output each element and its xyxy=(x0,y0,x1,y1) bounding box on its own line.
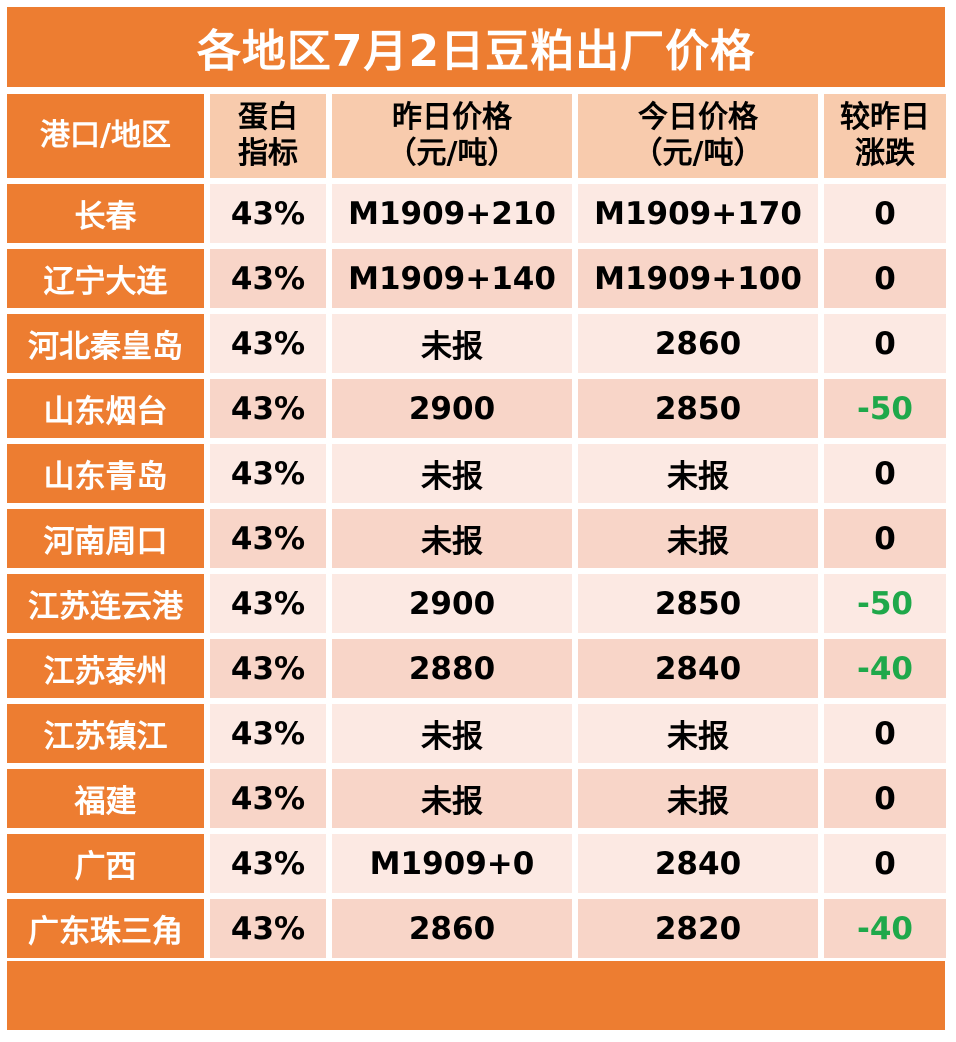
cell-change: 0 xyxy=(824,314,946,373)
cell-today-price: 未报 xyxy=(578,769,818,828)
cell-region: 江苏连云港 xyxy=(7,574,204,633)
cell-yesterday-price: 2880 xyxy=(332,639,572,698)
cell-protein: 43% xyxy=(210,899,326,958)
cell-region: 辽宁大连 xyxy=(7,249,204,308)
cell-region: 江苏泰州 xyxy=(7,639,204,698)
cell-protein: 43% xyxy=(210,444,326,503)
cell-change: -50 xyxy=(824,379,946,438)
table-row: 河北秦皇岛 43% 未报 2860 0 xyxy=(7,314,946,373)
table-header: 港口/地区 蛋白 指标 昨日价格 （元/吨） 今日价格 （元/吨） 较昨日 涨跌 xyxy=(7,94,946,178)
table-row: 江苏镇江 43% 未报 未报 0 xyxy=(7,704,946,763)
header-yesterday-line2: （元/吨） xyxy=(386,136,518,171)
cell-protein: 43% xyxy=(210,184,326,243)
cell-today-price: 未报 xyxy=(578,509,818,568)
cell-change: -40 xyxy=(824,639,946,698)
footer-bar xyxy=(7,961,945,1030)
header-protein-line2: 指标 xyxy=(238,136,298,171)
header-protein: 蛋白 指标 xyxy=(210,94,326,178)
page-title: 各地区7月2日豆粕出厂价格 xyxy=(7,7,945,87)
cell-region: 广西 xyxy=(7,834,204,893)
cell-today-price: 未报 xyxy=(578,704,818,763)
table-row: 广西 43% M1909+0 2840 0 xyxy=(7,834,946,893)
header-yesterday-price: 昨日价格 （元/吨） xyxy=(332,94,572,178)
cell-region: 山东烟台 xyxy=(7,379,204,438)
header-region: 港口/地区 xyxy=(7,94,204,178)
cell-protein: 43% xyxy=(210,704,326,763)
cell-change: 0 xyxy=(824,704,946,763)
cell-protein: 43% xyxy=(210,574,326,633)
cell-today-price: 2850 xyxy=(578,379,818,438)
cell-change: 0 xyxy=(824,184,946,243)
table-row: 山东烟台 43% 2900 2850 -50 xyxy=(7,379,946,438)
header-change-line2: 涨跌 xyxy=(855,136,915,171)
cell-yesterday-price: 2900 xyxy=(332,379,572,438)
cell-today-price: 2820 xyxy=(578,899,818,958)
cell-region: 山东青岛 xyxy=(7,444,204,503)
cell-today-price: 2850 xyxy=(578,574,818,633)
header-today-price: 今日价格 （元/吨） xyxy=(578,94,818,178)
cell-today-price: M1909+170 xyxy=(578,184,818,243)
table-row: 河南周口 43% 未报 未报 0 xyxy=(7,509,946,568)
cell-yesterday-price: M1909+140 xyxy=(332,249,572,308)
table-row: 江苏连云港 43% 2900 2850 -50 xyxy=(7,574,946,633)
cell-yesterday-price: M1909+210 xyxy=(332,184,572,243)
header-yesterday-line1: 昨日价格 xyxy=(392,100,512,135)
cell-change: 0 xyxy=(824,249,946,308)
cell-yesterday-price: 2860 xyxy=(332,899,572,958)
cell-yesterday-price: 未报 xyxy=(332,509,572,568)
cell-today-price: 未报 xyxy=(578,444,818,503)
header-today-line1: 今日价格 xyxy=(638,100,758,135)
cell-today-price: 2840 xyxy=(578,639,818,698)
cell-protein: 43% xyxy=(210,379,326,438)
cell-protein: 43% xyxy=(210,314,326,373)
table-row: 江苏泰州 43% 2880 2840 -40 xyxy=(7,639,946,698)
cell-change: 0 xyxy=(824,834,946,893)
cell-today-price: 2840 xyxy=(578,834,818,893)
table-row: 辽宁大连 43% M1909+140 M1909+100 0 xyxy=(7,249,946,308)
header-change-line1: 较昨日 xyxy=(840,100,930,135)
cell-protein: 43% xyxy=(210,834,326,893)
cell-today-price: 2860 xyxy=(578,314,818,373)
table-body: 长春 43% M1909+210 M1909+170 0 辽宁大连 43% M1909+140… xyxy=(7,184,946,964)
cell-region: 福建 xyxy=(7,769,204,828)
cell-region: 江苏镇江 xyxy=(7,704,204,763)
cell-region: 河南周口 xyxy=(7,509,204,568)
cell-protein: 43% xyxy=(210,249,326,308)
cell-protein: 43% xyxy=(210,509,326,568)
table-row: 广东珠三角 43% 2860 2820 -40 xyxy=(7,899,946,958)
cell-today-price: M1909+100 xyxy=(578,249,818,308)
cell-change: 0 xyxy=(824,509,946,568)
cell-protein: 43% xyxy=(210,769,326,828)
cell-protein: 43% xyxy=(210,639,326,698)
table-row: 福建 43% 未报 未报 0 xyxy=(7,769,946,828)
cell-change: -40 xyxy=(824,899,946,958)
cell-region: 长春 xyxy=(7,184,204,243)
cell-change: -50 xyxy=(824,574,946,633)
cell-yesterday-price: 未报 xyxy=(332,314,572,373)
header-today-line2: （元/吨） xyxy=(632,136,764,171)
cell-yesterday-price: 未报 xyxy=(332,769,572,828)
table-row: 长春 43% M1909+210 M1909+170 0 xyxy=(7,184,946,243)
cell-yesterday-price: M1909+0 xyxy=(332,834,572,893)
table-row: 山东青岛 43% 未报 未报 0 xyxy=(7,444,946,503)
cell-change: 0 xyxy=(824,769,946,828)
header-protein-line1: 蛋白 xyxy=(238,100,298,135)
cell-region: 河北秦皇岛 xyxy=(7,314,204,373)
cell-change: 0 xyxy=(824,444,946,503)
cell-yesterday-price: 2900 xyxy=(332,574,572,633)
cell-yesterday-price: 未报 xyxy=(332,444,572,503)
cell-region: 广东珠三角 xyxy=(7,899,204,958)
cell-yesterday-price: 未报 xyxy=(332,704,572,763)
header-change: 较昨日 涨跌 xyxy=(824,94,946,178)
